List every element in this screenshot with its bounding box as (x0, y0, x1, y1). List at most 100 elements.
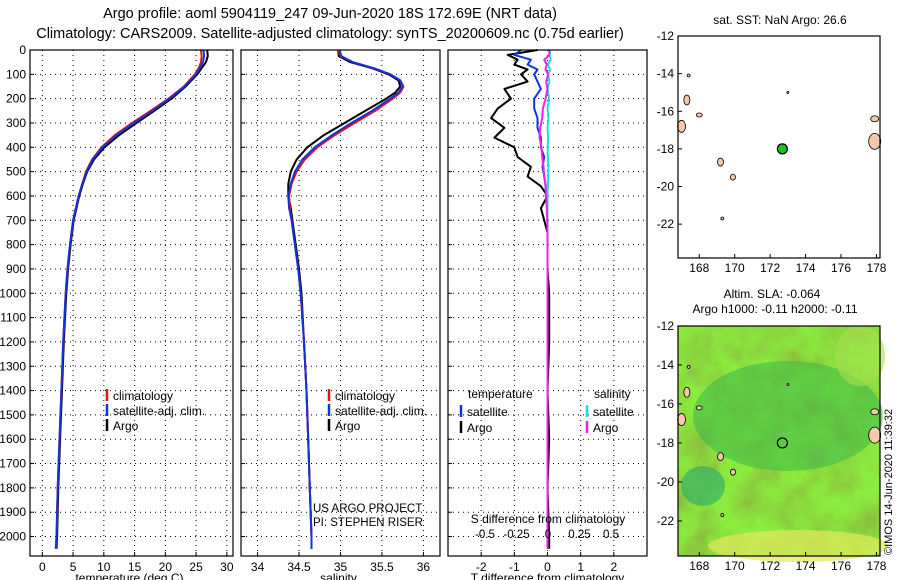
depth-tick-label: 0 (19, 43, 26, 57)
island-shape (717, 452, 724, 461)
legend-label: climatology (113, 389, 173, 403)
series-line-satellite-adj-clim- (287, 49, 404, 549)
map-x-tick-label: 168 (689, 559, 709, 573)
map-y-tick-label: -20 (657, 180, 675, 194)
depth-tick-label: 1200 (0, 335, 26, 349)
legend-label: climatology (335, 389, 395, 403)
imos-timestamp: ©IMOS 14-Jun-2020 11:39:32 (883, 408, 895, 555)
x-tick-label: 1 (577, 560, 584, 574)
depth-tick-label: 1600 (0, 432, 26, 446)
depth-tick-label: 800 (6, 238, 26, 252)
map-x-tick-label: 174 (796, 261, 816, 275)
map-x-tick-label: 176 (831, 261, 851, 275)
x-axis-label: temperature (deg C) (75, 571, 183, 580)
legend-header-temperature: temperature (468, 387, 533, 401)
sla-blob (708, 530, 888, 562)
depth-tick-label: 600 (6, 189, 26, 203)
island-shape (720, 513, 725, 517)
series-line-climatology (288, 49, 405, 549)
depth-tick-label: 400 (6, 140, 26, 154)
island-shape (868, 132, 882, 150)
depth-tick-label: 1400 (0, 384, 26, 398)
map-y-tick-label: -14 (657, 67, 675, 81)
map-y-tick-label: -16 (657, 397, 675, 411)
depth-tick-label: 1300 (0, 359, 26, 373)
map-frame (677, 325, 881, 557)
argo-float-marker (776, 437, 788, 449)
legend-label: Argo (593, 421, 619, 435)
x-tick-label: 10 (97, 560, 111, 574)
depth-tick-label: 1500 (0, 408, 26, 422)
map-sla-subtitle: Argo h1000: -0.11 h2000: -0.11 (692, 302, 857, 316)
secondary-tick-label: 0 (545, 529, 551, 541)
map-x-tick-label: 174 (796, 559, 816, 573)
series-line-climatology (54, 49, 203, 549)
secondary-tick-label: -0.5 (475, 529, 495, 541)
island-shape (695, 112, 703, 118)
depth-tick-label: 1800 (0, 481, 26, 495)
annotation-project: US ARGO PROJECT (313, 503, 422, 515)
island-shape (870, 115, 880, 123)
depth-tick-label: 900 (6, 262, 26, 276)
annotation-pi: PI: STEPHEN RISER (313, 517, 423, 529)
map-y-tick-label: -16 (657, 104, 675, 118)
legend-label: satellite-adj. clim. (113, 404, 205, 418)
depth-tick-label: 1000 (0, 286, 26, 300)
chart-title-line2: Climatology: CARS2009. Satellite-adjuste… (36, 26, 624, 42)
map-x-tick-label: 176 (831, 559, 851, 573)
depth-tick-label: 1100 (0, 311, 26, 325)
x-tick-label: 0 (544, 560, 551, 574)
secondary-tick-label: -0.25 (503, 529, 529, 541)
series-line-satellite-adj-clim- (54, 49, 206, 549)
secondary-tick-label: 0.25 (568, 529, 590, 541)
map-y-tick-label: -12 (657, 319, 675, 333)
map-x-tick-label: 178 (866, 559, 886, 573)
x-tick-label: 35.5 (370, 560, 394, 574)
island-shape (695, 405, 703, 411)
depth-tick-label: 200 (6, 92, 26, 106)
legend-label: Argo (335, 419, 361, 433)
x-tick-label: 36 (417, 560, 431, 574)
map-y-tick-label: -14 (657, 358, 675, 372)
secondary-axis-label: S difference from climatology (471, 512, 626, 526)
map-y-tick-label: -22 (657, 514, 675, 528)
x-tick-label: 5 (70, 560, 77, 574)
depth-tick-label: 1900 (0, 505, 26, 519)
x-tick-label: 35 (334, 560, 348, 574)
chart-title-line1: Argo profile: aoml 5904119_247 09-Jun-20… (103, 6, 557, 22)
island-shape (717, 157, 724, 167)
secondary-tick-label: 0.5 (603, 529, 619, 541)
legend-label: satellite-adj. clim. (335, 404, 427, 418)
series-line-temperature-argo (490, 49, 551, 549)
map-x-tick-label: 172 (760, 261, 780, 275)
x-tick-label: 15 (128, 560, 142, 574)
island-shape (786, 383, 790, 386)
depth-tick-label: 100 (6, 67, 26, 81)
panel-salinity: 34 34.5 35 35.5 36 salinity (240, 49, 441, 580)
legend-label: satellite (467, 405, 508, 419)
island-shape (686, 73, 691, 78)
map-y-tick-label: -18 (657, 436, 675, 450)
x-tick-label: 2 (610, 560, 617, 574)
map-x-tick-label: 178 (866, 261, 886, 275)
x-tick-label: 30 (220, 560, 234, 574)
sla-blob (835, 326, 885, 386)
x-tick-label: 0 (39, 560, 46, 574)
island-shape (786, 91, 790, 94)
sla-blob (693, 361, 883, 471)
legend-label: satellite (593, 405, 634, 419)
sla-blob (681, 466, 725, 506)
series-line-salinity-argo (538, 49, 551, 549)
depth-tick-label: 2000 (0, 530, 26, 544)
island-shape (677, 119, 686, 133)
map-sst: 168 170 172 174 176 178 -12 -14 -16 -18 -20 -22 sat.… (657, 13, 887, 275)
map-x-tick-label: 172 (760, 559, 780, 573)
island-shape (720, 216, 725, 221)
island-shape (686, 365, 691, 369)
legend-header-salinity: salinity (594, 387, 631, 401)
map-sla: 168 170 172 174 176 178 -12 -14 -16 -18 -20 -22 Alti… (657, 287, 888, 573)
panel-difference: -2 -1 0 1 2T difference from climatology (447, 49, 648, 580)
map-y-tick-label: -12 (657, 29, 675, 43)
map-sst-title: sat. SST: NaN Argo: 26.6 (713, 13, 847, 27)
